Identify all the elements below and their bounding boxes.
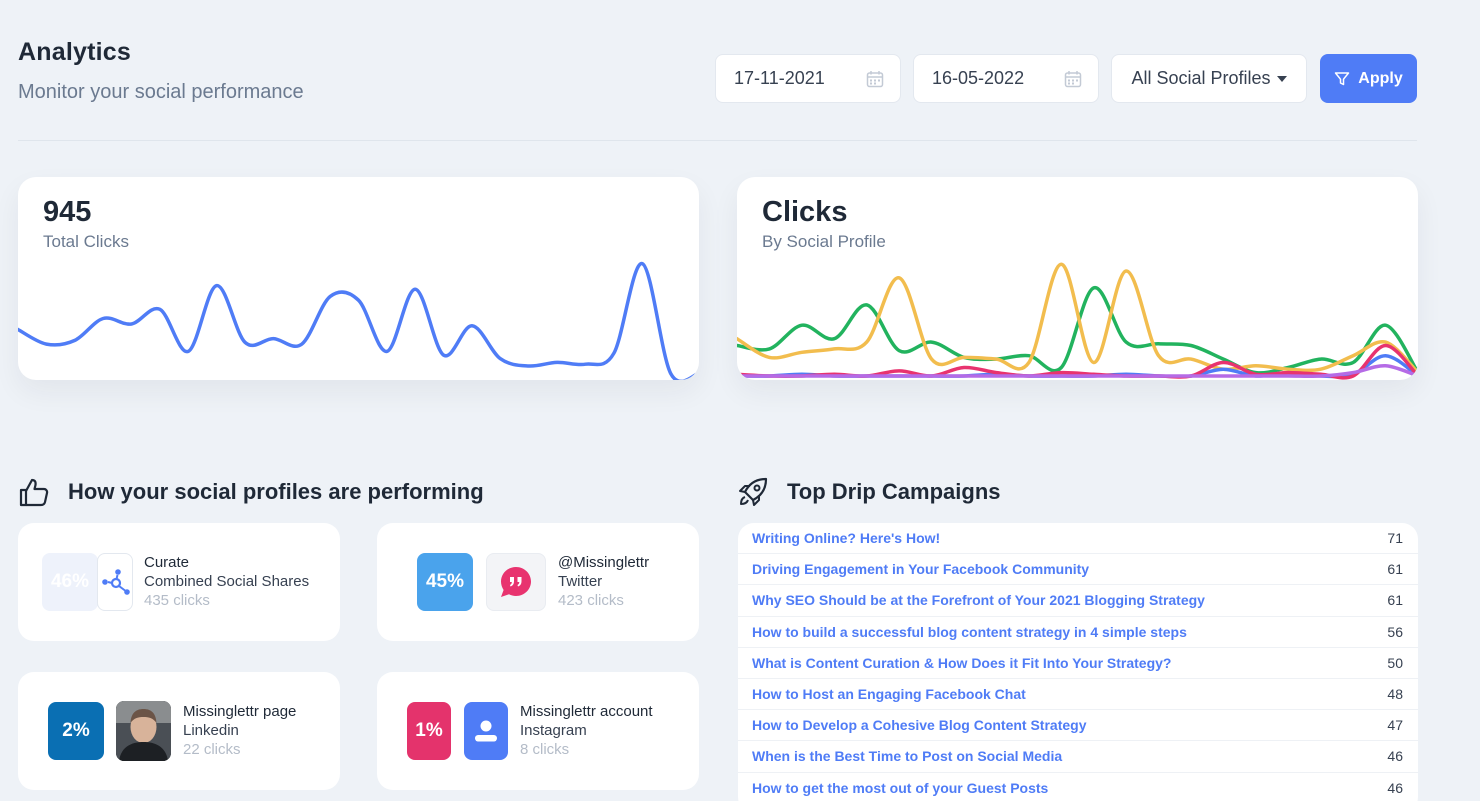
header-divider	[18, 140, 1417, 141]
total-clicks-card: 945 Total Clicks	[18, 177, 699, 380]
percent-badge: 2%	[48, 702, 104, 760]
series-line-1	[737, 286, 1418, 375]
profile-card-instagram[interactable]: 1% Missinglettr account Instagram 8 clic…	[377, 672, 699, 790]
end-date-value: 16-05-2022	[932, 68, 1025, 88]
profile-name: @Missinglettr	[558, 554, 650, 571]
campaign-count: 50	[1387, 654, 1403, 671]
profile-name: Missinglettr page	[183, 703, 297, 720]
series-line-1	[18, 261, 699, 380]
profiles-section-title-text: How your social profiles are performing	[68, 479, 484, 504]
page-title: Analytics	[18, 38, 131, 66]
profile-platform: Combined Social Shares	[144, 573, 310, 590]
clicks-chart-title: Clicks	[762, 196, 848, 228]
profile-clicks: 8 clicks	[520, 741, 570, 758]
campaign-row[interactable]: What is Content Curation & How Does it F…	[738, 648, 1418, 679]
end-date-input[interactable]: 16-05-2022	[913, 54, 1099, 103]
percent-badge: 46%	[42, 553, 98, 611]
campaign-count: 61	[1387, 561, 1403, 578]
profile-details: @Missinglettr Twitter 423 clicks	[558, 553, 649, 610]
campaign-row[interactable]: How to build a successful blog content s…	[738, 617, 1418, 648]
campaign-link[interactable]: Driving Engagement in Your Facebook Comm…	[752, 561, 1090, 578]
profile-platform: Linkedin	[183, 722, 239, 739]
campaigns-section-title: Top Drip Campaigns	[737, 476, 1001, 508]
caret-down-icon	[1276, 75, 1287, 82]
profile-platform: Twitter	[558, 573, 603, 590]
clicks-chart-subtitle: By Social Profile	[762, 232, 886, 251]
campaign-count: 47	[1387, 717, 1403, 734]
campaign-link[interactable]: What is Content Curation & How Does it F…	[752, 654, 1172, 671]
share-nodes-icon	[97, 553, 133, 611]
series-line-5	[737, 364, 1418, 379]
campaign-link[interactable]: How to Develop a Cohesive Blog Content S…	[752, 717, 1087, 734]
thumbs-up-icon	[19, 478, 49, 507]
profile-card-twitter[interactable]: 45% @Missinglettr Twitter 423 clicks	[377, 523, 699, 641]
clicks-by-profile-line-chart	[737, 262, 1418, 380]
campaign-link[interactable]: Writing Online? Here's How!	[752, 530, 941, 547]
start-date-input[interactable]: 17-11-2021	[715, 54, 901, 103]
campaign-count: 46	[1387, 779, 1403, 796]
campaign-count: 46	[1387, 748, 1403, 765]
apply-button[interactable]: Apply	[1320, 54, 1417, 103]
user-photo	[116, 701, 171, 761]
campaign-row[interactable]: Why SEO Should be at the Forefront of Yo…	[738, 585, 1418, 617]
campaign-link[interactable]: Why SEO Should be at the Forefront of Yo…	[752, 592, 1205, 609]
campaign-row[interactable]: Writing Online? Here's How! 71	[738, 523, 1418, 555]
profile-details: Curate Combined Social Shares 435 clicks	[144, 553, 309, 610]
profile-name: Curate	[144, 554, 190, 571]
total-clicks-line-chart	[18, 261, 699, 380]
clicks-by-profile-card: Clicks By Social Profile	[737, 177, 1418, 380]
calendar-icon	[1064, 70, 1082, 87]
page-header: Analytics Monitor your social performanc…	[18, 38, 304, 104]
social-profile-select-value: All Social Profiles	[1131, 68, 1271, 88]
profile-clicks: 435 clicks	[144, 592, 210, 609]
quote-bubble-icon	[486, 553, 546, 611]
campaign-count: 56	[1387, 623, 1403, 640]
campaign-count: 71	[1387, 530, 1403, 547]
profile-card-linkedin[interactable]: 2% Missinglettr page Linkedin 22 clicks	[18, 672, 340, 790]
campaign-link[interactable]: How to Host an Engaging Facebook Chat	[752, 686, 1026, 703]
campaign-count: 61	[1387, 592, 1403, 609]
calendar-icon	[866, 70, 884, 87]
percent-badge: 45%	[417, 553, 473, 611]
profile-clicks: 22 clicks	[183, 741, 241, 758]
profile-clicks: 423 clicks	[558, 592, 624, 609]
filter-bar: 17-11-2021 16-05-2022 All Social Profile…	[715, 54, 1417, 103]
campaigns-section-title-text: Top Drip Campaigns	[787, 479, 1001, 504]
campaign-count: 48	[1387, 686, 1403, 703]
start-date-value: 17-11-2021	[734, 68, 825, 88]
profile-details: Missinglettr page Linkedin 22 clicks	[183, 702, 296, 759]
rocket-icon	[739, 477, 768, 506]
profile-details: Missinglettr account Instagram 8 clicks	[520, 702, 653, 759]
campaign-link[interactable]: When is the Best Time to Post on Social …	[752, 748, 1063, 765]
user-icon	[464, 702, 508, 760]
total-clicks-value: 945	[43, 196, 92, 228]
profile-card-curate[interactable]: 46% Curate Combined Social Shares 435 cl…	[18, 523, 340, 641]
campaign-row[interactable]: Driving Engagement in Your Facebook Comm…	[738, 554, 1418, 586]
campaign-row[interactable]: How to get the most out of your Guest Po…	[738, 773, 1418, 801]
campaign-row[interactable]: How to Host an Engaging Facebook Chat 48	[738, 679, 1418, 711]
apply-button-label: Apply	[1358, 69, 1403, 87]
total-clicks-label: Total Clicks	[43, 232, 129, 251]
campaign-row[interactable]: When is the Best Time to Post on Social …	[738, 741, 1418, 773]
campaign-row[interactable]: How to Develop a Cohesive Blog Content S…	[738, 710, 1418, 742]
profile-platform: Instagram	[520, 722, 587, 739]
campaigns-table: Writing Online? Here's How! 71 Driving E…	[738, 523, 1418, 801]
campaign-link[interactable]: How to get the most out of your Guest Po…	[752, 779, 1049, 796]
profile-name: Missinglettr account	[520, 703, 653, 720]
filter-icon	[1335, 71, 1350, 85]
campaign-link[interactable]: How to build a successful blog content s…	[752, 623, 1187, 640]
series-line-2	[737, 262, 1418, 375]
page-subtitle: Monitor your social performance	[18, 81, 304, 103]
profiles-section-title: How your social profiles are performing	[18, 476, 484, 508]
social-profile-select[interactable]: All Social Profiles	[1111, 54, 1307, 103]
percent-badge: 1%	[407, 702, 451, 760]
